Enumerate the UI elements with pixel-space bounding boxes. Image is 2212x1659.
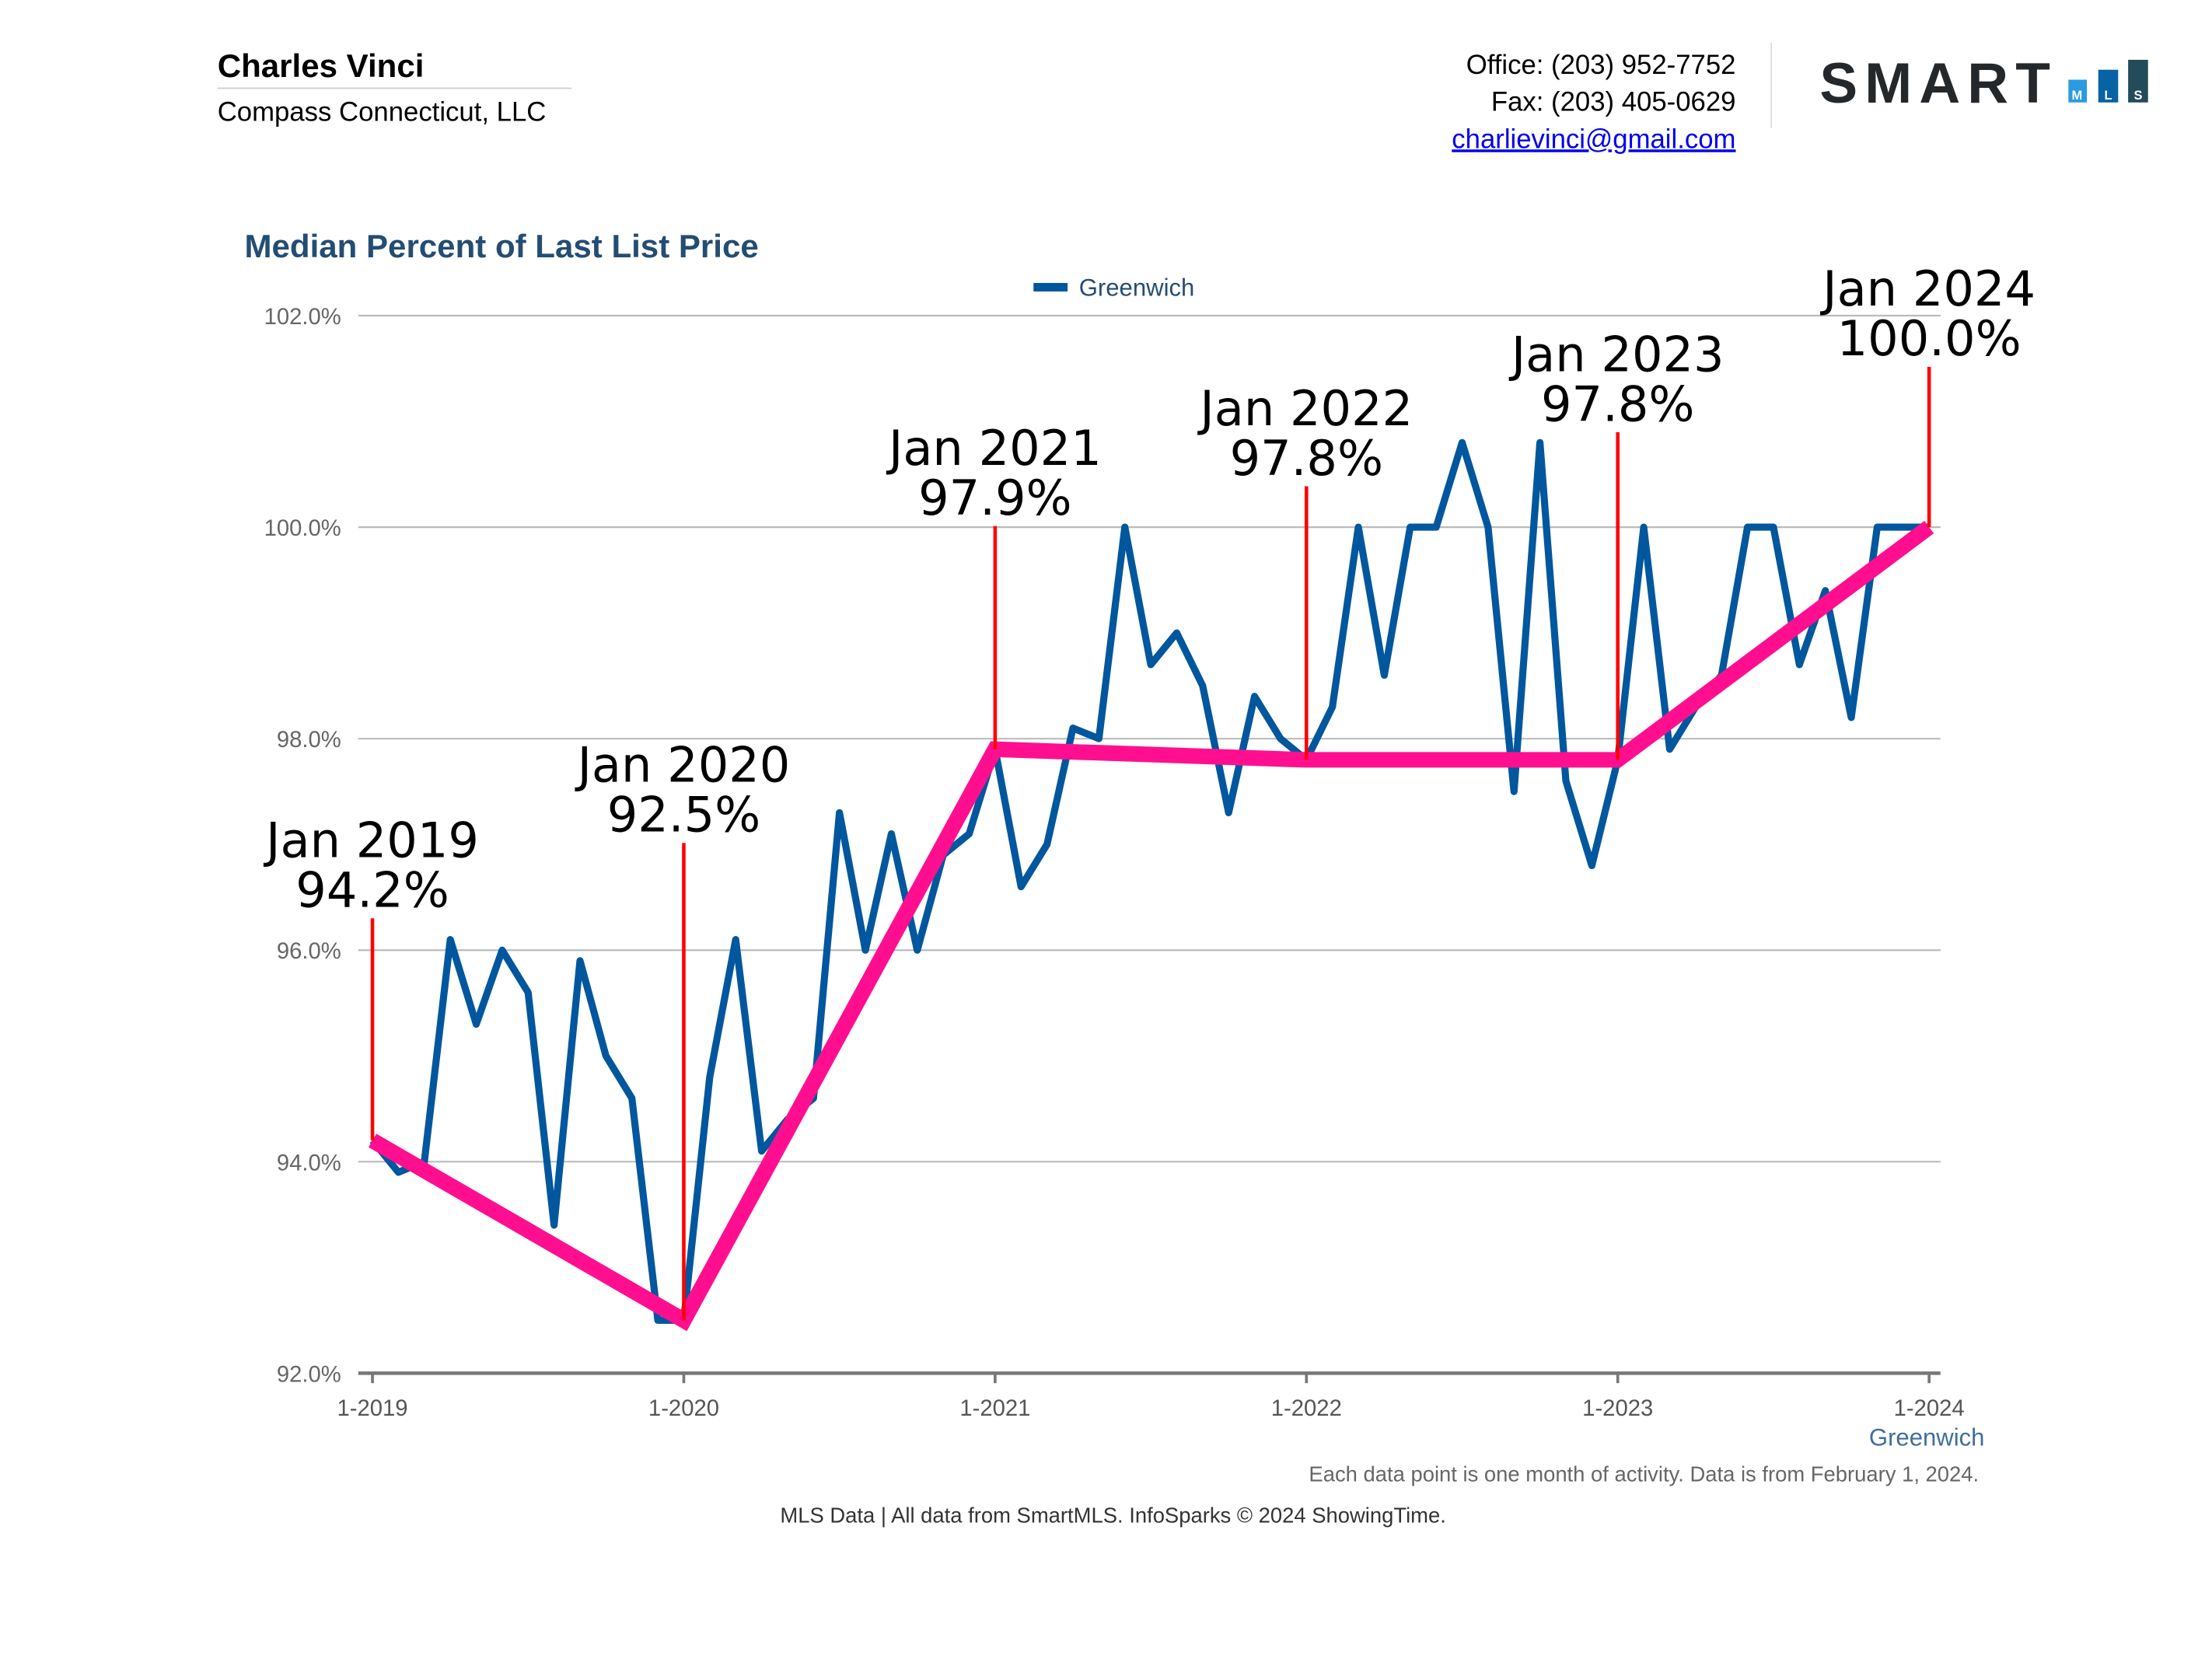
credit-line: MLS Data | All data from SmartMLS. InfoS… — [780, 1503, 1445, 1527]
legend: Greenwich — [1033, 274, 1194, 301]
logo-letter-m: M — [2071, 89, 2082, 103]
logo-bar-s — [2128, 59, 2148, 103]
series-greenwich — [369, 438, 1930, 1324]
x-axis-label: Greenwich — [1869, 1424, 1985, 1451]
y-axis: 92.0% 94.0% 96.0% 98.0% 100.0% 102.0% — [264, 305, 341, 1387]
annotation-value: 97.8% — [1230, 430, 1383, 487]
fax-number: Fax: (203) 405-0629 — [1491, 88, 1736, 117]
email-link[interactable]: charlievinci@gmail.com — [1452, 124, 1735, 154]
y-tick-label: 92.0% — [277, 1362, 341, 1387]
series-line — [369, 438, 1930, 1324]
trend-polyline — [369, 521, 1934, 1332]
legend-label: Greenwich — [1079, 274, 1195, 301]
x-tick-label: 1-2019 — [337, 1396, 408, 1421]
data-note: Each data point is one month of activity… — [1309, 1462, 1979, 1486]
x-tick-label: 1-2024 — [1894, 1396, 1965, 1421]
annotation-value: 92.5% — [607, 787, 760, 843]
trend-line — [369, 521, 1934, 1332]
smartmls-logo: SMART M L S — [1819, 52, 2148, 115]
logo-bar-m — [2068, 79, 2088, 103]
y-tick-label: 96.0% — [277, 939, 341, 964]
y-tick-label: 100.0% — [264, 516, 341, 541]
annotation-date: Jan 2020 — [575, 737, 791, 794]
x-tick-label: 1-2021 — [959, 1396, 1030, 1421]
annotation-value: 94.2% — [295, 862, 449, 919]
logo-letter-s: S — [2133, 89, 2142, 103]
office-phone: Office: (203) 952-7752 — [1466, 51, 1736, 80]
annotation-date: Jan 2021 — [886, 420, 1102, 477]
agent-name: Charles Vinci — [218, 47, 425, 84]
y-tick-label: 102.0% — [264, 305, 341, 330]
annotation-date: Jan 2024 — [1819, 260, 2036, 317]
logo-letter-l: L — [2105, 89, 2112, 103]
legend-swatch — [1033, 282, 1068, 292]
annotation-value: 97.8% — [1541, 375, 1694, 432]
x-axis: 1-2019 1-2020 1-2021 1-2022 1-2023 1-2024 — [337, 1371, 1965, 1421]
x-tick-label: 1-2020 — [648, 1396, 719, 1421]
chart-title: Median Percent of Last List Price — [244, 228, 758, 264]
x-tick-label: 1-2022 — [1271, 1396, 1342, 1421]
annotation-date: Jan 2022 — [1197, 380, 1413, 437]
logo-text: SMART — [1819, 52, 2057, 115]
x-tick-label: 1-2023 — [1582, 1396, 1653, 1421]
y-tick-label: 94.0% — [277, 1151, 341, 1175]
company-name: Compass Connecticut, LLC — [218, 98, 547, 127]
logo-bar-l — [2098, 69, 2119, 103]
annotation-date: Jan 2019 — [263, 812, 479, 869]
annotation-date: Jan 2023 — [1508, 326, 1725, 382]
annotation-value: 97.9% — [918, 470, 1071, 526]
annotation-value: 100.0% — [1837, 310, 2022, 367]
y-tick-label: 98.0% — [277, 728, 341, 753]
